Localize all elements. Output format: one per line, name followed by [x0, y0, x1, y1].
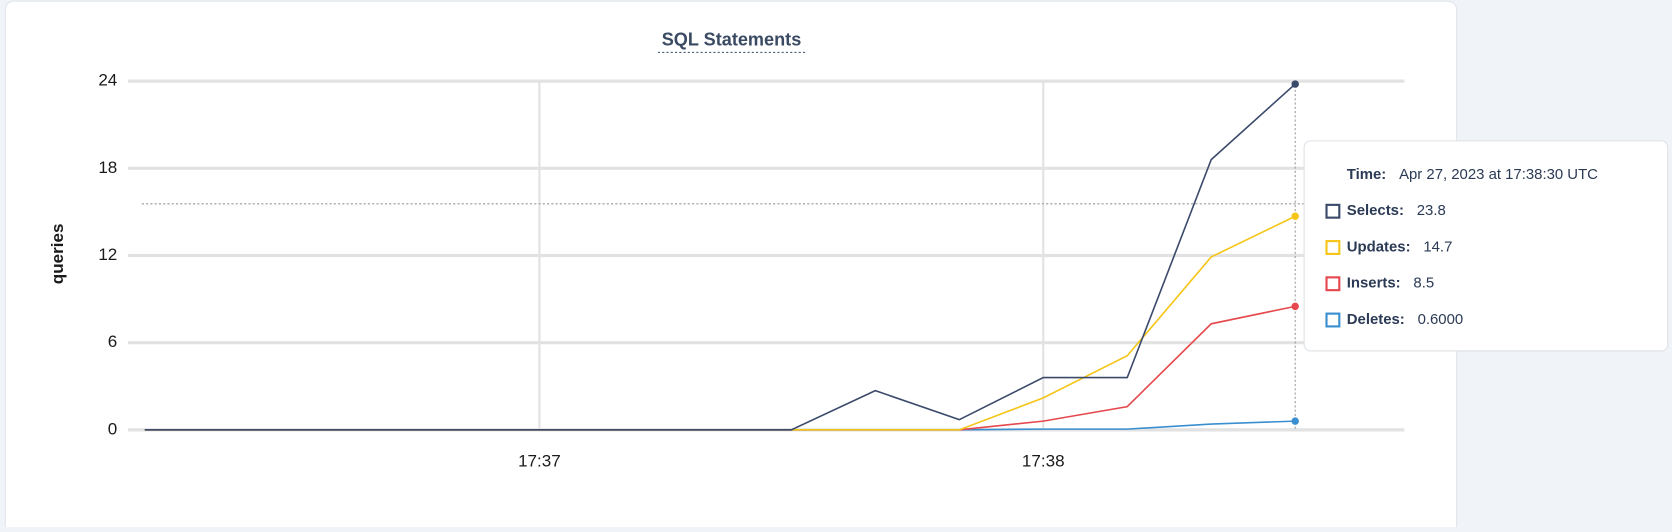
tooltip-value: 0.6000 [1418, 311, 1464, 328]
legend-swatch [1325, 240, 1341, 255]
tooltip [1303, 140, 1669, 352]
tooltip-value: 14.7 [1423, 238, 1452, 255]
tooltip-value: 23.8 [1417, 202, 1446, 219]
y-tick-label: 12 [98, 245, 117, 264]
y-tick-label: 18 [98, 158, 117, 177]
tooltip-label: Time: [1347, 166, 1387, 183]
chart-title[interactable]: SQL Statements [662, 29, 802, 49]
hover-dot [1291, 302, 1299, 311]
tooltip-value: 8.5 [1413, 275, 1434, 292]
legend-swatch [1325, 312, 1341, 328]
hover-dot [1291, 80, 1299, 88]
legend-label: Deletes: [1347, 311, 1405, 328]
series-line [144, 83, 1296, 431]
hover-dot [1291, 417, 1299, 425]
y-tick-label: 24 [98, 71, 117, 90]
legend-swatch [1325, 203, 1341, 219]
x-tick-label: 17:38 [1022, 451, 1065, 470]
series-line [144, 215, 1296, 431]
legend-swatch [1325, 276, 1341, 292]
y-axis-label: queries [48, 224, 67, 285]
x-tick-label: 17:37 [518, 451, 561, 470]
tooltip-time: Apr 27, 2023 at 17:38:30 UTC [1399, 166, 1598, 183]
y-tick-label: 0 [108, 419, 117, 438]
y-tick-label: 6 [108, 332, 117, 351]
legend-label: Updates: [1347, 238, 1411, 255]
hover-dot [1291, 212, 1299, 221]
legend-label: Inserts: [1347, 275, 1401, 292]
legend-label: Selects: [1347, 202, 1404, 219]
